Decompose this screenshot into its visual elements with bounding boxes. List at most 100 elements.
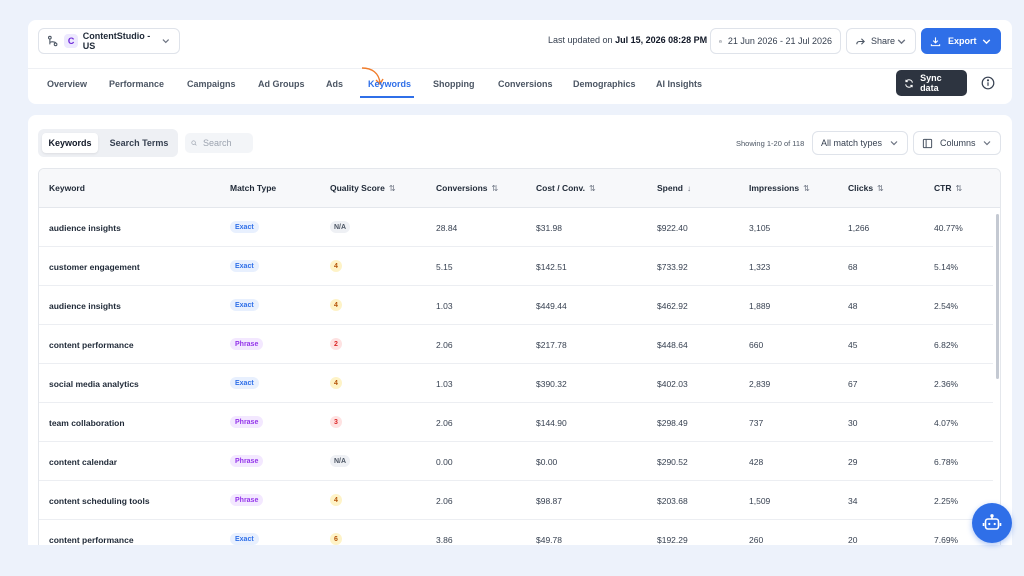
toggle-search-terms[interactable]: Search Terms	[109, 138, 169, 148]
column-header-keyword[interactable]: Keyword	[49, 183, 85, 193]
search-input[interactable]	[203, 138, 247, 148]
table-row[interactable]: social media analytics Exact 4 1.03 $390.32 $…	[39, 364, 993, 403]
tab-overview[interactable]: Overview	[47, 79, 88, 89]
table-row[interactable]: content calendar Phrase N/A 0.00 $0.00 $290.5…	[39, 442, 993, 481]
table-row[interactable]: content performance Exact 6 3.86 $49.78 $192.…	[39, 520, 993, 545]
column-header-quality-score[interactable]: Quality Score ⇅	[330, 183, 396, 193]
last-updated-prefix: Last updated on	[548, 35, 613, 45]
sync-label: Sync data	[920, 73, 942, 93]
account-badge: C	[64, 34, 78, 48]
match-type-badge: Exact	[230, 533, 259, 545]
sort-icon: ⇅	[803, 183, 810, 193]
table-row[interactable]: team collaboration Phrase 3 2.06 $144.90 $298…	[39, 403, 993, 442]
clicks-cell: 30	[848, 418, 858, 428]
column-header-clicks[interactable]: Clicks ⇅	[848, 183, 884, 193]
conversions-cell: 2.06	[436, 496, 453, 506]
table-row[interactable]: audience insights Exact N/A 28.84 $31.98 $922…	[39, 208, 993, 247]
tab-shopping[interactable]: Shopping	[433, 79, 475, 89]
chevron-down-icon	[897, 38, 906, 44]
tab-campaigns[interactable]: Campaigns	[187, 79, 236, 89]
tab-ad-groups[interactable]: Ad Groups	[258, 79, 305, 89]
spend-cell: $922.40	[657, 223, 688, 233]
quality-score-badge: 3	[330, 416, 342, 428]
conversions-cell: 1.03	[436, 379, 453, 389]
cost-per-conv-cell: $217.78	[536, 340, 567, 350]
export-button[interactable]: Export	[921, 28, 1001, 54]
chevron-down-icon	[982, 38, 991, 44]
quality-score-badge: N/A	[330, 455, 351, 467]
match-type-badge: Phrase	[230, 455, 264, 467]
match-type-badge: Exact	[230, 299, 259, 311]
impressions-cell: 1,889	[749, 301, 771, 311]
sort-icon: ⇅	[877, 183, 884, 193]
column-header-conversions[interactable]: Conversions ⇅	[436, 183, 498, 193]
conversions-cell: 0.00	[436, 457, 453, 467]
toggle-keywords[interactable]: Keywords	[42, 133, 98, 153]
columns-button[interactable]: Columns	[913, 131, 1001, 155]
keyword-cell: content performance	[49, 340, 134, 350]
impressions-cell: 260	[749, 535, 764, 545]
keyword-cell: customer engagement	[49, 262, 140, 272]
columns-icon	[922, 138, 933, 148]
clicks-cell: 29	[848, 457, 858, 467]
match-type-badge: Phrase	[230, 416, 264, 428]
column-label: Impressions	[749, 183, 800, 193]
table-scrollbar[interactable]	[996, 214, 999, 379]
keyword-cell: team collaboration	[49, 418, 125, 428]
sync-data-button[interactable]: Sync data	[896, 70, 967, 96]
table-header: Keyword Match Type Quality Score ⇅ Conver…	[39, 169, 1000, 208]
table-row[interactable]: content performance Phrase 2 2.06 $217.78 $44…	[39, 325, 993, 364]
cost-per-conv-cell: $31.98	[536, 223, 562, 233]
column-header-cost-per-conv[interactable]: Cost / Conv. ⇅	[536, 183, 596, 193]
sort-icon: ⇅	[388, 183, 396, 193]
impressions-cell: 1,509	[749, 496, 771, 506]
tab-demographics[interactable]: Demographics	[573, 79, 636, 89]
export-label: Export	[948, 36, 977, 46]
ctr-cell: 2.36%	[934, 379, 959, 389]
branch-icon	[48, 35, 58, 47]
tab-ai-insights[interactable]: AI Insights	[656, 79, 703, 89]
share-button[interactable]: Share	[846, 28, 916, 54]
clicks-cell: 34	[848, 496, 858, 506]
table-row[interactable]: audience insights Exact 4 1.03 $449.44 $462.9…	[39, 286, 993, 325]
column-label: Quality Score	[330, 183, 385, 193]
impressions-cell: 1,323	[749, 262, 771, 272]
clicks-cell: 1,266	[848, 223, 870, 233]
robot-icon	[982, 514, 1002, 530]
cost-per-conv-cell: $142.51	[536, 262, 567, 272]
info-icon[interactable]	[981, 76, 995, 90]
table-row[interactable]: content scheduling tools Phrase 4 2.06 $98.8…	[39, 481, 993, 520]
account-name: ContentStudio - US	[82, 31, 151, 51]
conversions-cell: 2.06	[436, 418, 453, 428]
tab-keywords[interactable]: Keywords	[368, 79, 412, 89]
date-range-button[interactable]: 21 Jun 2026 - 21 Jul 2026	[710, 28, 841, 54]
match-type-dropdown[interactable]: All match types	[812, 131, 908, 155]
impressions-cell: 660	[749, 340, 764, 350]
column-header-impressions[interactable]: Impressions ⇅	[749, 183, 810, 193]
ctr-cell: 7.69%	[934, 535, 959, 545]
cost-per-conv-cell: $390.32	[536, 379, 567, 389]
column-header-ctr[interactable]: CTR ⇅	[934, 183, 962, 193]
chevron-down-icon	[890, 141, 898, 146]
keyword-cell: audience insights	[49, 223, 121, 233]
cost-per-conv-cell: $98.87	[536, 496, 562, 506]
column-label: Conversions	[436, 183, 488, 193]
table-row[interactable]: customer engagement Exact 4 5.15 $142.51 $733…	[39, 247, 993, 286]
quality-score-badge: 2	[330, 338, 342, 350]
column-label: Keyword	[49, 183, 85, 193]
tab-ads[interactable]: Ads	[326, 79, 344, 89]
tab-performance[interactable]: Performance	[109, 79, 165, 89]
top-bar: C ContentStudio - US Last updated on Jul…	[28, 20, 1012, 104]
match-type-badge: Exact	[230, 221, 259, 233]
tab-conversions[interactable]: Conversions	[498, 79, 553, 89]
refresh-icon	[905, 78, 913, 88]
account-selector[interactable]: C ContentStudio - US	[38, 28, 180, 54]
column-label: Cost / Conv.	[536, 183, 585, 193]
column-header-spend[interactable]: Spend ↓	[657, 183, 691, 193]
spend-cell: $298.49	[657, 418, 688, 428]
spend-cell: $290.52	[657, 457, 688, 467]
column-header-match-type[interactable]: Match Type	[230, 183, 276, 193]
ctr-cell: 6.82%	[934, 340, 959, 350]
cost-per-conv-cell: $144.90	[536, 418, 567, 428]
assistant-button[interactable]	[972, 503, 1012, 543]
